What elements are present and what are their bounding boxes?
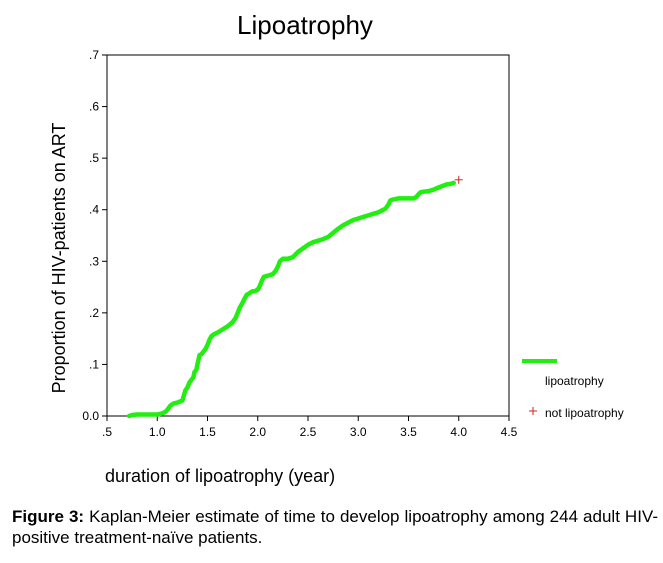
- legend-not-lipoatrophy-marker: [529, 407, 537, 415]
- x-axis-ticks: .5 1.0 1.5 2.0 2.5 3.0 3.5 4.0 4.5: [102, 416, 518, 439]
- x-tick-label: 4.0: [450, 425, 467, 439]
- x-tick-label: 2.5: [300, 425, 317, 439]
- y-tick-label: .7: [89, 48, 99, 62]
- plot-frame: [106, 54, 510, 417]
- legend-not-lipoatrophy-label: not lipoatrophy: [545, 406, 624, 420]
- x-tick-label: 4.5: [501, 425, 518, 439]
- series-line-lipoatrophy: [126, 180, 456, 419]
- chart-title: Lipoatrophy: [237, 10, 373, 40]
- x-tick-label: 3.0: [350, 425, 367, 439]
- y-tick-label: .5: [89, 151, 99, 165]
- caption-text: Kaplan-Meier estimate of time to develop…: [12, 507, 658, 547]
- x-tick-label: 1.0: [149, 425, 166, 439]
- legend: lipoatrophy not lipoatrophy: [522, 359, 624, 420]
- y-tick-label: .1: [89, 357, 99, 371]
- figure-caption: Figure 3: Kaplan-Meier estimate of time …: [12, 506, 658, 548]
- censor-layer: [454, 175, 463, 184]
- x-tick-label: 1.5: [199, 425, 216, 439]
- legend-lipoatrophy-label: lipoatrophy: [545, 374, 604, 388]
- y-axis-ticks: 0.0 .1 .2 .3 .4 .5 .6 .7: [82, 48, 107, 423]
- y-tick-label: .2: [89, 306, 99, 320]
- x-tick-label: .5: [102, 425, 112, 439]
- caption-label: Figure 3:: [12, 507, 85, 526]
- x-axis-title: duration of lipoatrophy (year): [105, 466, 335, 486]
- series-layer: [126, 180, 456, 419]
- y-tick-label: .3: [89, 254, 99, 268]
- x-tick-label: 3.5: [400, 425, 417, 439]
- y-tick-label: 0.0: [82, 409, 99, 423]
- y-tick-label: .6: [89, 100, 99, 114]
- y-tick-label: .4: [89, 203, 99, 217]
- censor-marker: [454, 175, 463, 184]
- x-tick-label: 2.0: [249, 425, 266, 439]
- y-axis-title: Proportion of HIV-patients on ART: [49, 123, 69, 394]
- km-chart: Lipoatrophy .5 1.0 1.5 2.0 2.5 3.0 3.5 4.0 4.5 0…: [49, 10, 624, 486]
